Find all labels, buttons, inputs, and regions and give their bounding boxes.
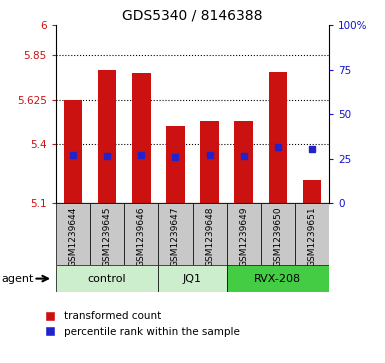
Bar [98,70,117,203]
Title: GDS5340 / 8146388: GDS5340 / 8146388 [122,9,263,23]
Bar [158,203,192,265]
Bar [200,121,219,203]
Bar [192,203,227,265]
Bar [261,203,295,265]
Text: GSM1239649: GSM1239649 [239,206,248,267]
Bar [56,203,90,265]
Bar [158,265,227,292]
Bar [90,203,124,265]
Text: RVX-208: RVX-208 [254,274,301,284]
Bar [227,203,261,265]
Bar [295,203,329,265]
Text: GSM1239648: GSM1239648 [205,206,214,267]
Bar [234,121,253,203]
Legend: transformed count, percentile rank within the sample: transformed count, percentile rank withi… [42,308,243,340]
Bar [303,180,321,203]
Text: GSM1239651: GSM1239651 [308,206,316,267]
Bar [227,265,329,292]
Bar [124,203,158,265]
Bar [132,73,151,203]
Bar [56,265,158,292]
Text: GSM1239646: GSM1239646 [137,206,146,267]
Text: JQ1: JQ1 [183,274,202,284]
Text: GSM1239644: GSM1239644 [69,206,77,267]
Bar [64,99,82,203]
Text: GSM1239650: GSM1239650 [273,206,283,267]
Text: agent: agent [1,274,33,284]
Text: GSM1239645: GSM1239645 [102,206,112,267]
Text: control: control [88,274,126,284]
Bar [166,126,185,203]
Text: GSM1239647: GSM1239647 [171,206,180,267]
Bar [268,72,287,203]
